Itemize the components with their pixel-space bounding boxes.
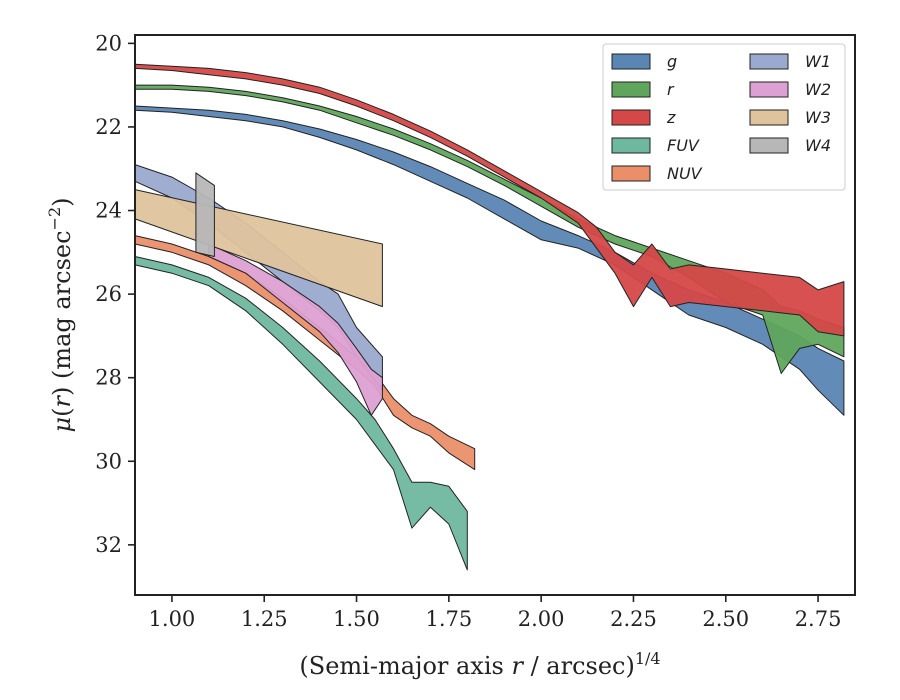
legend-label-g: g	[667, 52, 677, 71]
y-tick-label: 22	[95, 115, 122, 139]
plot-frame	[134, 34, 856, 596]
legend-label-w2: W2	[805, 80, 831, 99]
band-z	[134, 63, 845, 337]
band-fuv	[134, 256, 468, 571]
legend-swatch-w4	[749, 137, 789, 154]
y-tick-label: 30	[95, 449, 122, 473]
legend-swatch-r	[611, 81, 651, 98]
x-axis: 1.00 1.25 1.50 1.75 2.00 2.25 2.50 2.75	[149, 595, 842, 631]
legend-label-nuv: NUV	[667, 164, 703, 183]
band-w2	[208, 243, 383, 416]
legend-label-z: z	[666, 108, 676, 127]
x-tick-label: 2.00	[518, 607, 565, 631]
legend-swatch-nuv	[611, 165, 651, 182]
legend-label-r: r	[667, 80, 675, 99]
y-tick-label: 28	[95, 366, 122, 390]
band-r	[134, 84, 845, 374]
x-tick-label: 2.75	[795, 607, 842, 631]
legend-label-w1: W1	[805, 52, 831, 71]
y-tick-label: 26	[95, 282, 122, 306]
y-axis: 20 22 24 26 28 30 32	[95, 31, 135, 557]
x-axis-label: (Semi-major axis r / arcsec)1/4	[299, 649, 660, 680]
legend-swatch-g	[611, 53, 651, 70]
legend-label-w4: W4	[805, 136, 831, 155]
legend-swatch-w2	[749, 81, 789, 98]
y-tick-label: 24	[95, 199, 122, 223]
x-tick-label: 1.00	[149, 607, 196, 631]
x-tick-label: 2.25	[610, 607, 657, 631]
legend-swatch-w3	[749, 109, 789, 126]
x-tick-label: 1.75	[425, 607, 472, 631]
series-layer	[134, 63, 845, 571]
legend-swatch-w1	[749, 53, 789, 70]
x-tick-label: 1.50	[333, 607, 380, 631]
band-g	[134, 105, 845, 416]
x-tick-label: 1.25	[241, 607, 288, 631]
legend-label-w3: W3	[805, 108, 831, 127]
legend: grz FUV NUV W1 W2 W3 W4	[602, 43, 846, 191]
y-axis-label: μ(r) (mag arcsec−2)	[45, 197, 76, 432]
legend-swatch-z	[611, 109, 651, 126]
legend-label-fuv: FUV	[667, 136, 700, 155]
x-tick-label: 2.50	[702, 607, 749, 631]
legend-swatch-fuv	[611, 137, 651, 154]
y-tick-label: 20	[95, 31, 122, 55]
band-w4	[195, 172, 215, 257]
y-tick-label: 32	[95, 533, 122, 557]
